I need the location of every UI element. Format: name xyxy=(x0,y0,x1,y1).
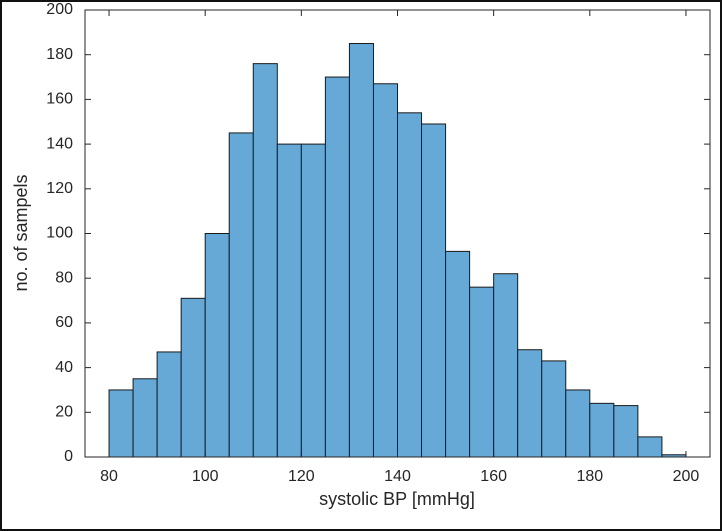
x-tick-label: 200 xyxy=(673,468,700,485)
y-tick-label: 180 xyxy=(46,46,73,63)
bar xyxy=(565,389,591,458)
y-tick-label: 140 xyxy=(46,135,73,152)
bar xyxy=(228,132,254,458)
y-tick-label: 40 xyxy=(55,359,73,376)
bar xyxy=(300,143,326,458)
x-axis-label: systolic BP [mmHg] xyxy=(319,489,475,509)
bar xyxy=(276,143,302,458)
bar xyxy=(541,360,567,458)
x-tick-label: 160 xyxy=(480,468,507,485)
bar xyxy=(252,63,278,458)
bar xyxy=(180,297,206,458)
bar xyxy=(132,378,158,458)
bar xyxy=(445,250,471,458)
bar xyxy=(372,83,399,458)
x-tick-label: 100 xyxy=(192,468,219,485)
bar xyxy=(348,43,374,458)
bar xyxy=(517,349,543,458)
bar xyxy=(637,436,663,458)
y-tick-label: 200 xyxy=(46,1,73,18)
bar xyxy=(589,402,615,458)
x-tick-label: 140 xyxy=(384,468,411,485)
x-tick-label: 80 xyxy=(100,468,118,485)
x-tick-label: 180 xyxy=(576,468,603,485)
bar xyxy=(204,233,230,458)
bar xyxy=(469,286,495,458)
y-tick-label: 0 xyxy=(64,448,73,465)
bar xyxy=(108,389,134,458)
y-axis-label: no. of sampels xyxy=(11,174,31,291)
y-tick-label: 80 xyxy=(55,269,73,286)
y-tick-label: 20 xyxy=(55,404,73,421)
y-tick-label: 120 xyxy=(46,180,73,197)
bar xyxy=(421,123,447,458)
x-tick-label: 120 xyxy=(288,468,315,485)
y-tick-label: 60 xyxy=(55,314,73,331)
bar xyxy=(397,112,423,458)
bar xyxy=(324,76,350,458)
bar xyxy=(156,351,182,458)
bar xyxy=(613,405,639,458)
y-tick-label: 160 xyxy=(46,91,73,108)
bar xyxy=(493,273,519,458)
y-tick-label: 100 xyxy=(46,225,73,242)
